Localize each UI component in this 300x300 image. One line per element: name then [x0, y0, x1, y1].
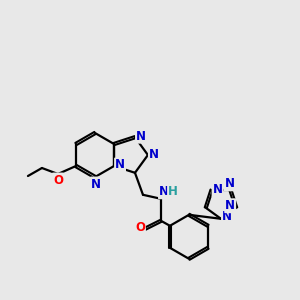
Text: N: N	[136, 130, 146, 143]
Text: N: N	[115, 158, 125, 172]
Text: N: N	[222, 210, 232, 223]
Text: N: N	[159, 185, 169, 198]
Text: N: N	[149, 148, 159, 160]
Text: N: N	[213, 183, 223, 196]
Text: H: H	[168, 185, 178, 198]
Text: N: N	[225, 199, 235, 212]
Text: O: O	[53, 173, 63, 187]
Text: N: N	[91, 178, 101, 190]
Text: N: N	[224, 177, 234, 190]
Text: O: O	[135, 221, 145, 234]
